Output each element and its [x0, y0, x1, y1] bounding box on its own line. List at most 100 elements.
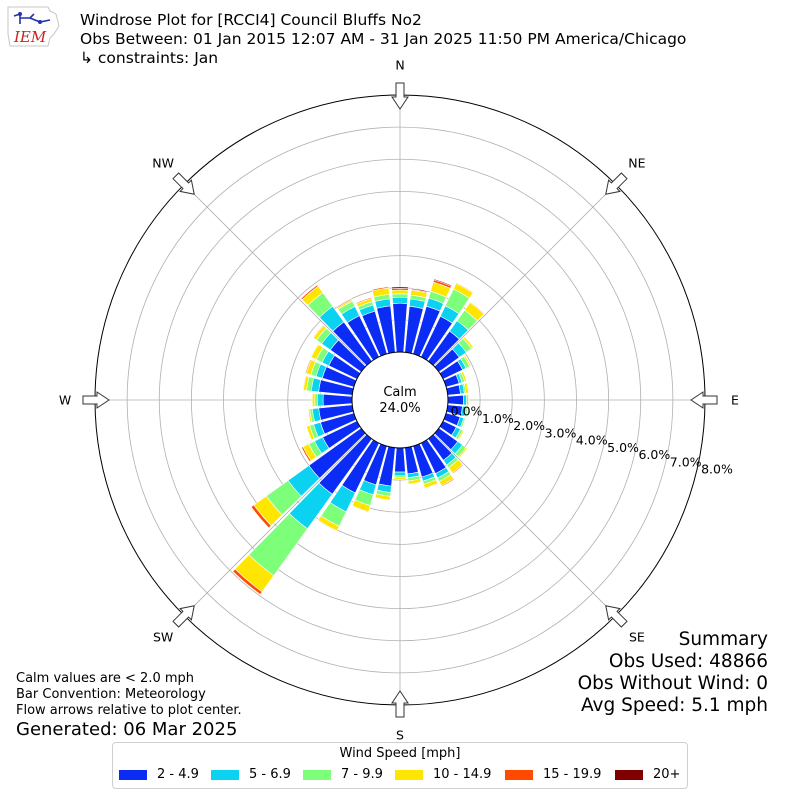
flow-arrow-icon: [172, 605, 195, 628]
iem-logo: IEM: [4, 4, 62, 48]
calm-note: Calm values are < 2.0 mph: [16, 671, 195, 686]
wind-bar-segment: [304, 359, 312, 374]
wind-bar-segment: [433, 278, 453, 287]
wind-bar-segment: [306, 425, 315, 441]
summary-box: Summary Obs Used: 48866 Obs Without Wind…: [578, 629, 768, 717]
legend-swatch: [211, 769, 239, 780]
flow-arrow-icon: [391, 690, 409, 718]
direction-label: N: [395, 58, 404, 73]
radial-tick-label: 7.0%: [670, 454, 702, 469]
wind-bar-segment: [394, 447, 406, 473]
wind-bar-segment: [457, 447, 468, 459]
wind-bar-segment: [469, 301, 485, 315]
wind-bar-segment: [463, 382, 469, 394]
legend: Wind Speed [mph] 2 - 4.9 5 - 6.9 7 - 9.9…: [112, 742, 688, 789]
summary-avg-speed: Avg Speed: 5.1 mph: [580, 695, 768, 716]
wind-bar-segment: [307, 408, 313, 424]
wind-bar-segment: [465, 406, 469, 418]
wind-bar-segment: [391, 293, 409, 298]
wind-bar-segment: [311, 393, 313, 407]
radial-tick-label: 1.0%: [482, 411, 514, 426]
wind-bar-segment: [461, 418, 467, 429]
direction-label: S: [396, 728, 404, 743]
radial-tick-label: 2.0%: [513, 418, 545, 433]
legend-label: 20+: [653, 767, 681, 782]
legend-item: 7 - 9.9: [303, 767, 383, 782]
wind-bar-segment: [391, 286, 409, 290]
legend-item: 5 - 6.9: [211, 767, 291, 782]
direction-label: NW: [152, 156, 174, 171]
legend-item: 2 - 4.9: [119, 767, 199, 782]
wind-bar-segment: [410, 287, 429, 293]
calm-circle: [351, 351, 449, 449]
wind-bar-segment: [392, 302, 408, 353]
wind-bar-segment: [312, 324, 324, 339]
wind-bar-segment: [317, 519, 338, 532]
summary-obs-without-wind: Obs Without Wind: 0: [577, 673, 768, 694]
chart-title: Windrose Plot for [RCCI4] Council Bluffs…: [80, 11, 422, 29]
summary-title: Summary: [678, 629, 768, 650]
legend-item: 15 - 19.9: [505, 767, 601, 782]
legend-items: 2 - 4.9 5 - 6.9 7 - 9.9 10 - 14.9 15 - 1…: [113, 767, 687, 785]
radial-tick-label: 6.0%: [638, 447, 670, 462]
radial-tick-label: 0.0%: [451, 404, 483, 419]
flow-arrow-icon: [605, 172, 628, 195]
legend-item: 10 - 14.9: [395, 767, 491, 782]
chart-header: Windrose Plot for [RCCI4] Council Bluffs…: [80, 11, 686, 68]
wind-bar-segment: [317, 393, 324, 407]
wind-bar-segment: [455, 282, 474, 294]
direction-label: SE: [629, 629, 645, 644]
direction-label: E: [731, 393, 739, 408]
wind-bar-segment: [440, 478, 455, 488]
wind-bar-segment: [336, 298, 353, 309]
direction-label: W: [59, 393, 71, 408]
direction-label: NE: [628, 156, 645, 171]
wind-bar-segment: [300, 284, 319, 301]
wind-bar-segment: [424, 483, 439, 490]
wind-bar-segment: [407, 478, 422, 485]
wind-bar-segment: [301, 446, 312, 463]
flow-arrows: [82, 82, 718, 718]
direction-label: SW: [153, 629, 173, 644]
grid-spoke: [184, 184, 367, 367]
legend-swatch: [303, 769, 331, 780]
bar-convention-note: Bar Convention: Meteorology: [16, 687, 206, 702]
generated-date: Generated: 06 Mar 2025: [16, 719, 238, 740]
wind-bar-segment: [355, 297, 372, 305]
calm-label: Calm: [383, 385, 416, 400]
grid-spoke: [433, 184, 616, 367]
legend-label: 5 - 6.9: [249, 767, 291, 782]
summary-obs-used: Obs Used: 48866: [608, 651, 768, 672]
wind-bar-segment: [351, 505, 369, 513]
legend-label: 2 - 4.9: [157, 767, 199, 782]
flow-arrow-icon: [82, 391, 110, 409]
flow-arrows-note: Flow arrows relative to plot center.: [16, 703, 242, 718]
legend-swatch: [119, 769, 147, 780]
radial-tick-label: 5.0%: [607, 440, 639, 455]
wind-bar-segment: [393, 477, 407, 480]
grid-spoke: [184, 433, 367, 616]
wind-bar-segment: [393, 471, 407, 477]
legend-swatch: [615, 769, 643, 780]
flow-arrow-icon: [605, 605, 628, 628]
wind-bar-segment: [460, 371, 467, 383]
svg-text:IEM: IEM: [13, 28, 47, 46]
legend-item: 20+: [615, 767, 680, 782]
flow-arrow-icon: [172, 172, 195, 195]
flow-arrow-icon: [690, 391, 718, 409]
calm-value: 24.0%: [379, 401, 420, 416]
wind-bar-segment: [463, 355, 472, 367]
chart-subtitle: Obs Between: 01 Jan 2015 12:07 AM - 31 J…: [80, 30, 687, 48]
radial-tick-label: 3.0%: [545, 425, 577, 440]
radial-tick-label: 8.0%: [701, 462, 733, 477]
wind-bar-segment: [451, 463, 464, 475]
wind-bar-segment: [302, 375, 307, 391]
axis-labels: N NE E SE S SW W NW 0.0% 1.0% 2.0% 3.0% 4.0% 5.0% 6.0%…: [59, 58, 739, 743]
wind-bar-segment: [310, 343, 319, 358]
radial-tick-label: 4.0%: [576, 433, 608, 448]
wind-bar-segment: [232, 568, 263, 595]
wind-bar-segment: [314, 393, 318, 407]
legend-swatch: [505, 769, 533, 780]
legend-title: Wind Speed [mph]: [339, 746, 461, 761]
grid-spoke: [433, 433, 616, 616]
